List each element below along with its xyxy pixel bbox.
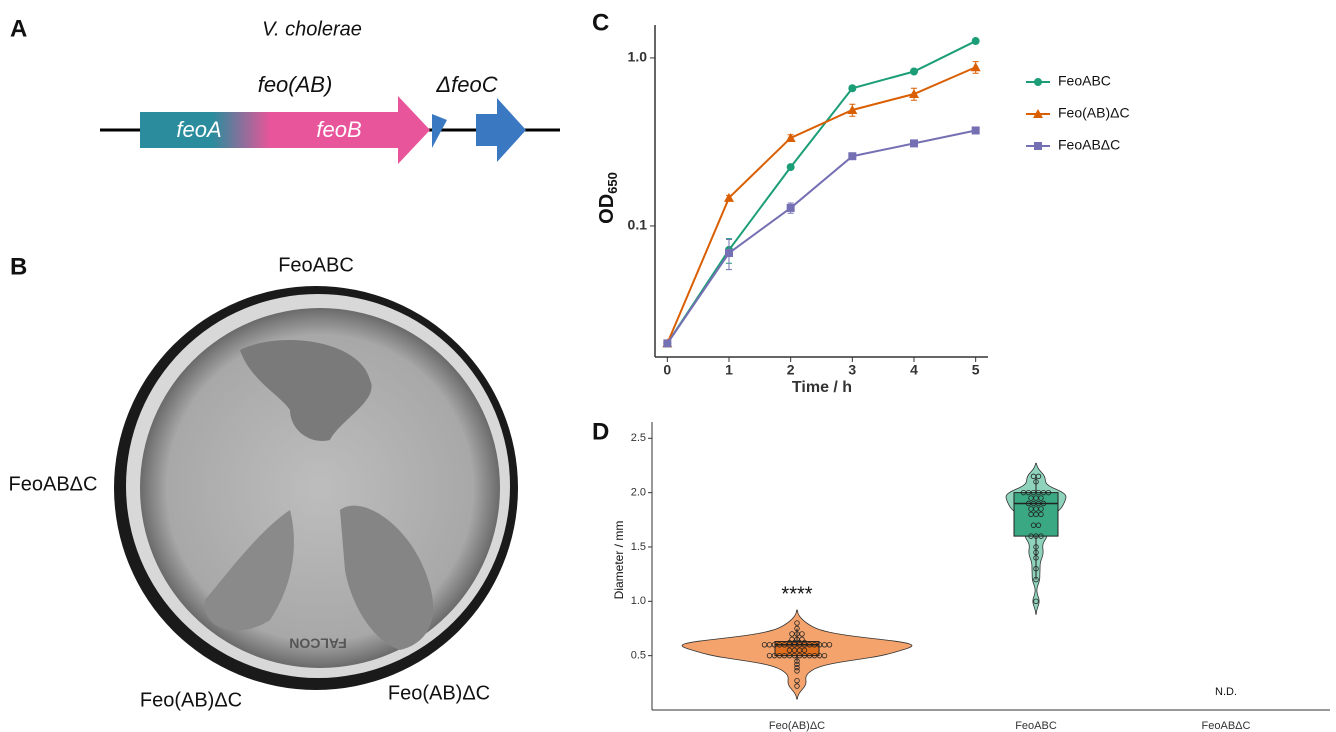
x-tick-label: 3: [848, 362, 856, 378]
x-tick-label: 1: [725, 362, 733, 378]
marker: [663, 339, 671, 347]
gene-diagram: V. cholerae feo(AB) ΔfeoC feoA feoB: [100, 18, 560, 164]
panel-label: A: [10, 15, 27, 42]
legend-marker: [1034, 142, 1042, 150]
plate-label: Feo(AB)ΔC: [388, 682, 490, 704]
plate-label: FeoABΔC: [9, 473, 98, 495]
gene-label: feoB: [316, 117, 361, 142]
legend-label: FeoABC: [1058, 73, 1111, 89]
x-tick-label: 0: [663, 362, 671, 378]
x-tick-label: FeoABC: [1015, 720, 1057, 732]
legend-label: FeoABΔC: [1058, 137, 1120, 153]
x-tick-label: Feo(AB)ΔC: [769, 720, 825, 732]
gene-label: feoA: [176, 117, 221, 142]
y-tick-label: 1.0: [631, 595, 646, 607]
legend-label: Feo(AB)ΔC: [1058, 105, 1130, 121]
x-axis-label: Time / h: [792, 379, 852, 396]
marker: [972, 126, 980, 134]
x-tick-label: 2: [787, 362, 795, 378]
annotation: N.D.: [1215, 686, 1237, 698]
marker: [725, 249, 733, 257]
marker: [971, 62, 981, 71]
annotation: ****: [781, 583, 812, 605]
plate-label: Feo(AB)ΔC: [140, 689, 242, 711]
y-tick-label: 2.0: [631, 487, 646, 499]
y-tick-label: 1.0: [628, 49, 648, 65]
operon-label: feo(AB): [258, 72, 333, 97]
marker: [787, 163, 795, 171]
y-tick-label: 2.5: [631, 432, 646, 444]
marker: [848, 152, 856, 160]
y-axis-label: OD650: [596, 172, 620, 224]
y-label-sub: 650: [605, 172, 620, 194]
series-line: [667, 67, 975, 343]
marker: [787, 204, 795, 212]
y-tick-label: 1.5: [631, 541, 646, 553]
plate-label: FeoABC: [278, 254, 354, 276]
organism: V. cholerae: [262, 18, 362, 40]
x-tick-label: 5: [972, 362, 980, 378]
downstream-gene: [476, 98, 526, 162]
y-tick-label: 0.5: [631, 650, 646, 662]
deletion-label: ΔfeoC: [435, 72, 497, 97]
y-tick-label: 0.1: [628, 217, 648, 233]
panel-label: B: [10, 253, 27, 280]
legend-marker: [1034, 78, 1042, 86]
box: [1014, 493, 1058, 536]
x-tick-label: FeoABΔC: [1202, 720, 1251, 732]
plate-imprint: FALCON: [289, 635, 347, 651]
series-line: [667, 130, 975, 343]
y-label-main: OD: [596, 194, 618, 224]
panel-label: D: [592, 418, 609, 445]
marker: [910, 68, 918, 76]
marker: [910, 139, 918, 147]
marker: [972, 37, 980, 45]
figure: A B C D V. cholerae feo(AB) ΔfeoC feoA f…: [0, 0, 1336, 732]
panel-label: C: [592, 9, 609, 36]
plate-photo: FALCON FeoABC FeoABΔC Feo(AB)ΔC Feo(AB)Δ…: [9, 254, 518, 711]
marker: [848, 84, 856, 92]
x-tick-label: 4: [910, 362, 918, 378]
y-axis-label: Diameter / mm: [612, 521, 626, 600]
